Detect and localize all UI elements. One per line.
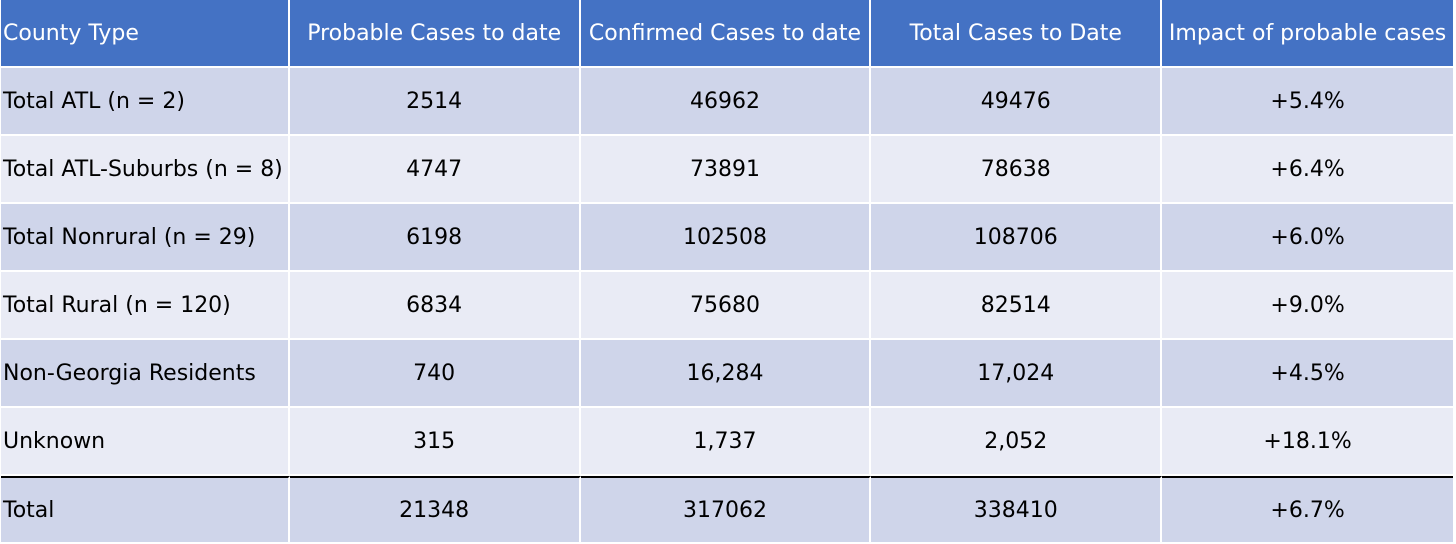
header-confirmed-cases: Confirmed Cases to date	[580, 0, 872, 68]
cell-impact: +4.5%	[1162, 340, 1453, 408]
cell-county-type: Total ATL-Suburbs (n = 8)	[1, 136, 290, 204]
cell-probable: 4747	[289, 136, 581, 204]
cell-confirmed: 16,284	[580, 340, 872, 408]
cell-probable: 6198	[289, 204, 581, 272]
cell-confirmed: 75680	[580, 272, 872, 340]
cell-impact: +6.4%	[1162, 136, 1453, 204]
total-confirmed: 317062	[580, 476, 872, 544]
cell-impact: +6.0%	[1162, 204, 1453, 272]
total-cases: 338410	[871, 476, 1163, 544]
cell-confirmed: 46962	[580, 68, 872, 136]
cell-total: 78638	[871, 136, 1163, 204]
total-label: Total	[1, 476, 290, 544]
cell-total: 49476	[871, 68, 1163, 136]
total-row: Total 21348 317062 338410 +6.7%	[1, 476, 1453, 544]
cell-total: 108706	[871, 204, 1163, 272]
header-probable-cases: Probable Cases to date	[289, 0, 581, 68]
cell-county-type: Total Nonrural (n = 29)	[1, 204, 290, 272]
table-row: Total ATL (n = 2) 2514 46962 49476 +5.4%	[1, 68, 1453, 136]
header-total-cases: Total Cases to Date	[871, 0, 1163, 68]
cell-confirmed: 73891	[580, 136, 872, 204]
cell-impact: +5.4%	[1162, 68, 1453, 136]
cell-confirmed: 102508	[580, 204, 872, 272]
table-row: Non-Georgia Residents 740 16,284 17,024 …	[1, 340, 1453, 408]
cell-county-type: Total Rural (n = 120)	[1, 272, 290, 340]
cell-probable: 6834	[289, 272, 581, 340]
cell-impact: +9.0%	[1162, 272, 1453, 340]
cell-probable: 2514	[289, 68, 581, 136]
cell-county-type: Non-Georgia Residents	[1, 340, 290, 408]
cell-county-type: Unknown	[1, 408, 290, 476]
cell-total: 2,052	[871, 408, 1163, 476]
cell-impact: +18.1%	[1162, 408, 1453, 476]
table-row: Total Nonrural (n = 29) 6198 102508 1087…	[1, 204, 1453, 272]
cell-confirmed: 1,737	[580, 408, 872, 476]
table-row: Unknown 315 1,737 2,052 +18.1%	[1, 408, 1453, 476]
cell-probable: 315	[289, 408, 581, 476]
table-row: Total Rural (n = 120) 6834 75680 82514 +…	[1, 272, 1453, 340]
header-county-type: County Type	[1, 0, 290, 68]
cell-county-type: Total ATL (n = 2)	[1, 68, 290, 136]
cell-total: 82514	[871, 272, 1163, 340]
cell-total: 17,024	[871, 340, 1163, 408]
header-impact: Impact of probable cases	[1162, 0, 1453, 68]
table-row: Total ATL-Suburbs (n = 8) 4747 73891 786…	[1, 136, 1453, 204]
header-row: County Type Probable Cases to date Confi…	[1, 0, 1453, 68]
total-probable: 21348	[289, 476, 581, 544]
cell-probable: 740	[289, 340, 581, 408]
total-impact: +6.7%	[1162, 476, 1453, 544]
